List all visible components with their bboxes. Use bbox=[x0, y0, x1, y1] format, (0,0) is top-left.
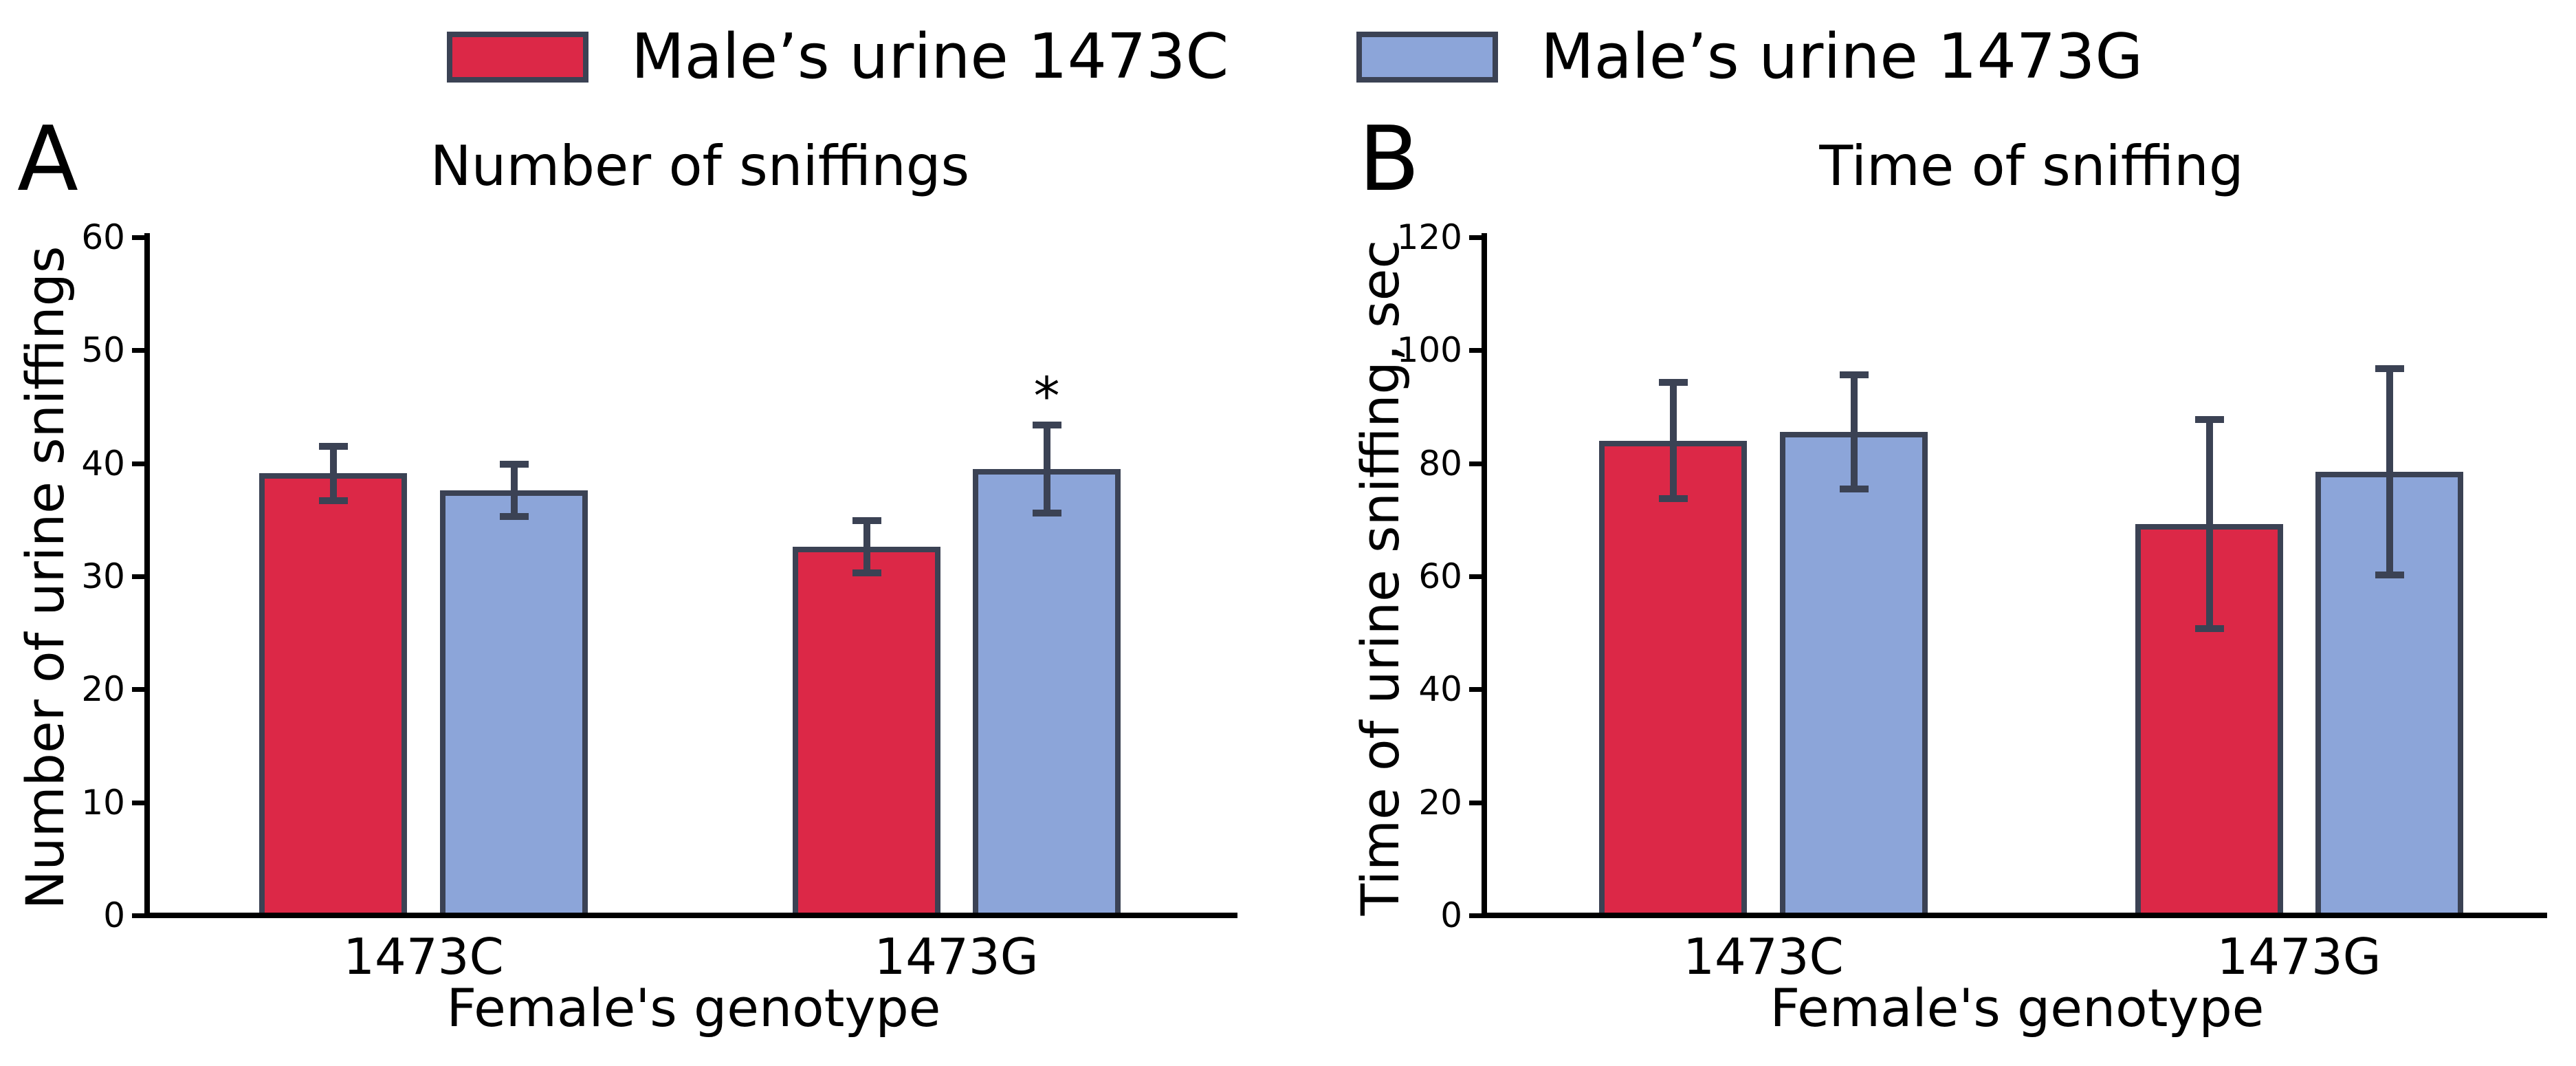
y-tick-label: 20 bbox=[81, 669, 125, 710]
x-axis-line bbox=[1482, 913, 2547, 918]
x-tick-label-1473G: 1473G bbox=[874, 928, 1039, 986]
error-bar-cap bbox=[1032, 509, 1061, 516]
y-tick-label: 40 bbox=[1418, 669, 1462, 710]
panel-letter: B bbox=[1358, 107, 1420, 211]
y-tick-label: 0 bbox=[103, 895, 125, 935]
y-axis-line bbox=[144, 233, 150, 918]
bar-1473C-blue bbox=[440, 490, 588, 918]
error-bar-stem bbox=[510, 464, 518, 516]
error-bar-stem bbox=[329, 446, 337, 501]
y-tick bbox=[132, 235, 144, 240]
bar-1473C-red bbox=[1599, 440, 1747, 918]
error-bar-cap bbox=[2375, 365, 2404, 373]
bar-1473G-red bbox=[793, 547, 940, 918]
y-tick bbox=[1469, 687, 1482, 693]
y-tick bbox=[1469, 235, 1482, 240]
x-tick-label-1473G: 1473G bbox=[2216, 928, 2381, 986]
error-bar-cap bbox=[499, 461, 529, 468]
y-tick-label: 0 bbox=[1440, 895, 1462, 935]
y-tick bbox=[1469, 913, 1482, 918]
y-tick bbox=[132, 687, 144, 693]
error-bar-cap bbox=[2194, 416, 2224, 424]
x-tick-label-1473C: 1473C bbox=[1683, 928, 1844, 986]
y-tick-label: 120 bbox=[1396, 217, 1462, 257]
y-tick bbox=[1469, 800, 1482, 805]
error-bar-cap bbox=[1032, 421, 1061, 428]
y-tick-label: 100 bbox=[1396, 330, 1462, 371]
y-axis-line bbox=[1482, 233, 1487, 918]
error-bar-stem bbox=[863, 521, 870, 574]
error-bar-stem bbox=[1669, 382, 1677, 499]
error-bar-cap bbox=[318, 497, 348, 504]
y-tick bbox=[1469, 574, 1482, 579]
error-bar-cap bbox=[2194, 625, 2224, 633]
bar-1473G-blue bbox=[973, 468, 1121, 918]
x-tick-label-1473C: 1473C bbox=[343, 928, 504, 986]
y-tick-label: 10 bbox=[81, 782, 125, 823]
y-tick bbox=[132, 461, 144, 466]
y-tick bbox=[1469, 461, 1482, 466]
error-bar-cap bbox=[2375, 571, 2404, 578]
y-tick-label: 50 bbox=[81, 330, 125, 371]
y-tick bbox=[132, 574, 144, 579]
legend-entry-male-urine-1473C: Male’s urine 1473C bbox=[447, 26, 1229, 88]
legend-red-swatch-icon bbox=[447, 32, 588, 83]
error-bar-cap bbox=[318, 443, 348, 450]
legend-label: Male’s urine 1473G bbox=[1541, 21, 2144, 93]
error-bar-stem bbox=[1043, 424, 1050, 513]
error-bar-cap bbox=[1658, 379, 1688, 387]
error-bar-stem bbox=[1850, 374, 1858, 489]
legend-label: Male’s urine 1473C bbox=[631, 21, 1229, 93]
significance-asterisk: * bbox=[1033, 365, 1060, 427]
error-bar-stem bbox=[2386, 369, 2393, 575]
error-bar-cap bbox=[499, 512, 529, 520]
y-tick bbox=[132, 913, 144, 918]
y-tick-label: 30 bbox=[81, 556, 125, 596]
error-bar-cap bbox=[852, 569, 881, 577]
y-tick-label: 60 bbox=[1418, 556, 1462, 596]
x-axis-label: Female's genotype bbox=[446, 977, 941, 1038]
legend-entry-male-urine-1473G: Male’s urine 1473G bbox=[1356, 26, 2143, 88]
legend-blue-swatch-icon bbox=[1356, 32, 1498, 83]
error-bar-cap bbox=[1658, 495, 1688, 503]
panel-letter: A bbox=[17, 107, 78, 211]
y-tick bbox=[132, 348, 144, 353]
y-tick-label: 20 bbox=[1418, 782, 1462, 823]
y-tick-label: 60 bbox=[81, 217, 125, 257]
y-tick bbox=[132, 800, 144, 805]
y-tick-label: 40 bbox=[81, 443, 125, 483]
error-bar-cap bbox=[852, 517, 881, 525]
error-bar-stem bbox=[2205, 420, 2213, 629]
x-axis-label: Female's genotype bbox=[1770, 977, 2265, 1038]
chart-title: Number of sniffings bbox=[430, 134, 970, 198]
error-bar-cap bbox=[1839, 371, 1869, 378]
y-tick-label: 80 bbox=[1418, 443, 1462, 483]
y-tick bbox=[1469, 348, 1482, 353]
error-bar-cap bbox=[1839, 485, 1869, 492]
bar-1473C-blue bbox=[1780, 431, 1928, 918]
bar-1473C-red bbox=[259, 473, 407, 918]
chart-title: Time of sniffing bbox=[1819, 134, 2244, 198]
x-axis-line bbox=[144, 913, 1237, 918]
